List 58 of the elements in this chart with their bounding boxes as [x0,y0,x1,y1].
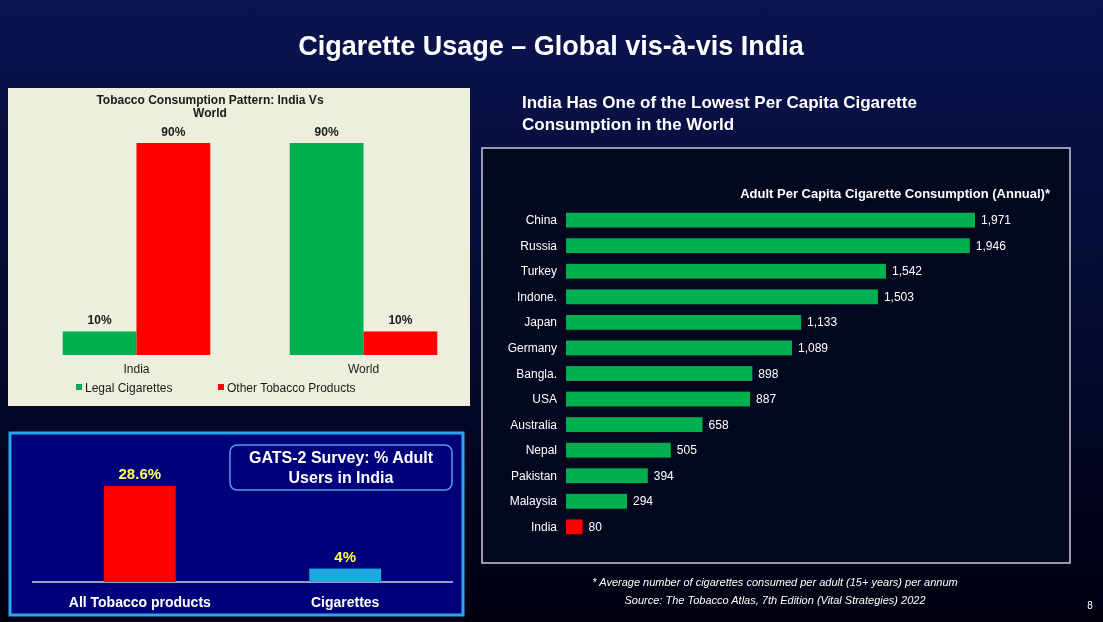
y-tick-label: Indone. [516,289,557,304]
bar [566,468,648,484]
data-label: 4% [334,547,357,565]
y-tick-label: India [530,519,558,534]
data-label: 1,542 [891,264,923,279]
y-tick-label: Pakistan [510,468,557,483]
y-tick-label: Germany [507,340,557,355]
bar [566,289,878,305]
data-label: 1,946 [975,238,1007,253]
source-note: Source: The Tobacco Atlas, 7th Edition (Vital Strategies) 2022 [624,594,926,606]
y-tick-label: Japan [524,315,557,330]
data-label: 1,133 [807,315,838,330]
text: 8 [1087,600,1094,611]
data-label: 887 [756,392,777,407]
bar [566,442,671,458]
y-tick-label: Australia [510,417,558,432]
data-label: 1,503 [883,289,915,304]
data-label: 505 [676,443,698,458]
legend-label: Other Tobacco Products [227,381,356,395]
data-label: 898 [758,366,779,381]
data-label: 294 [633,494,654,509]
legend-label: Legal Cigarettes [85,381,173,395]
bar [566,314,802,330]
text: Cigarette Usage – Global vis-à-vis India [298,31,805,61]
bar [566,238,970,254]
y-tick-label: Russia [520,238,558,253]
bar [566,417,703,433]
data-label: 658 [708,417,729,432]
chart-subtitle: Adult Per Capita Cigarette Consumption (Annual)* [740,186,1051,201]
data-label: 90% [161,125,186,139]
y-tick-label: Turkey [520,264,557,279]
y-tick-label: China [525,213,558,228]
chart-title: India Has One of the Lowest Per Capita Cigarette Consumption in the World [522,93,917,134]
x-tick-label: Cigarettes [310,594,380,610]
data-label: 10% [388,313,413,328]
x-tick-label: World [347,362,380,376]
data-label: 10% [87,313,112,328]
y-tick-label: Nepal [525,443,557,458]
bar [566,340,792,356]
y-tick-label: Malaysia [509,494,558,509]
y-tick-label: USA [532,392,557,407]
data-label: 1,971 [981,213,1012,228]
data-label: 28.6% [118,465,162,482]
text: * Average number of cigarettes consumed per adult (15+ years) per annum [592,576,958,588]
bar [566,391,751,407]
data-label: 1,089 [797,340,829,355]
bar [566,212,975,228]
data-label: 394 [653,468,675,483]
data-label: 80 [588,519,603,534]
bar [566,519,583,535]
y-tick-label: Bangla. [516,366,557,381]
chart-title: Tobacco Consumption Pattern: India Vs World [96,93,324,120]
bar [566,493,628,509]
x-tick-label: All Tobacco products [68,594,212,610]
bar [566,263,886,279]
bar [566,366,753,381]
data-label: 90% [314,125,339,139]
chart-title: GATS-2 Survey: % Adult Users in India [248,449,434,486]
